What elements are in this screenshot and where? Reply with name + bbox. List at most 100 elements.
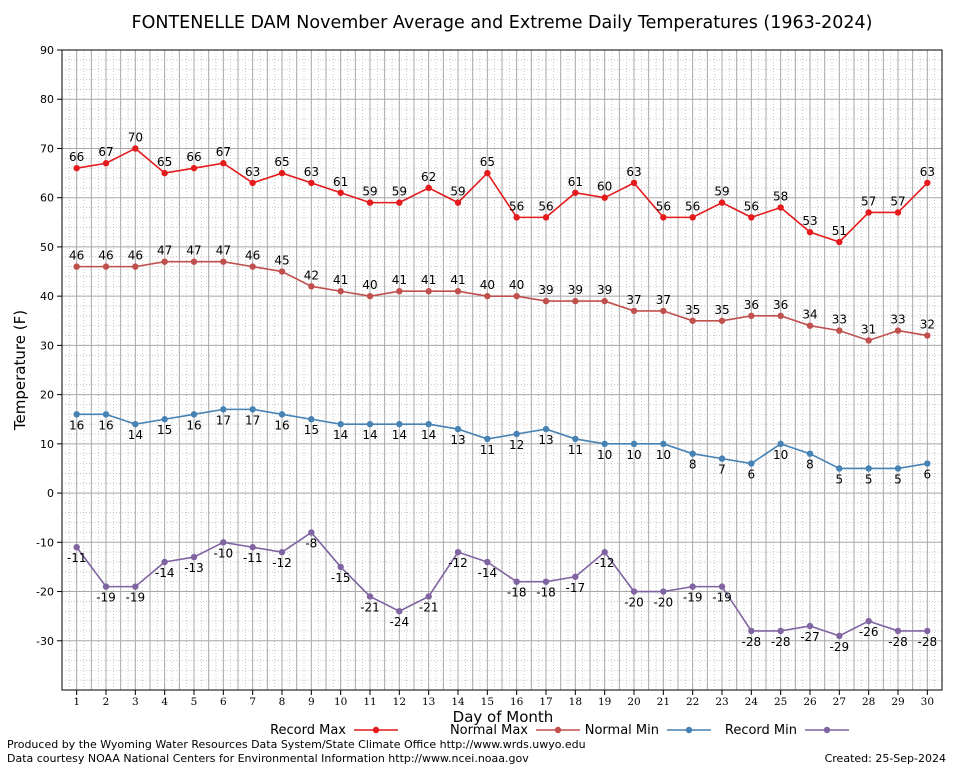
data-label-normal-min: 14	[362, 428, 377, 442]
data-label-normal-max: 35	[685, 303, 700, 317]
legend-item-normal-max: Normal Max	[450, 723, 580, 738]
data-label-record-min: -17	[566, 581, 586, 595]
data-point-normal-min	[190, 411, 198, 418]
data-point-normal-min	[660, 440, 667, 448]
data-label-normal-max: 41	[392, 273, 407, 287]
data-label-record-min: -26	[859, 625, 879, 639]
data-label-record-min: -24	[390, 615, 410, 629]
data-point-record-max	[572, 189, 579, 196]
data-point-record-max	[484, 169, 491, 177]
data-label-normal-max: 40	[362, 278, 377, 292]
x-tick-label: 26	[803, 696, 817, 708]
legend-label: Normal Max	[450, 723, 528, 738]
data-point-normal-min	[161, 416, 168, 423]
legend-item-normal-min: Normal Min	[585, 723, 711, 738]
data-label-record-min: -14	[155, 566, 175, 580]
data-point-normal-max	[836, 327, 843, 334]
data-point-normal-max	[777, 312, 784, 320]
legend-swatch-marker	[823, 726, 831, 734]
data-label-record-min: -13	[184, 561, 204, 575]
data-point-record-max	[542, 214, 550, 221]
data-point-record-max	[366, 199, 374, 206]
data-label-normal-min: 10	[656, 448, 671, 462]
data-point-record-min	[161, 558, 168, 566]
data-point-record-min	[366, 593, 374, 600]
data-label-record-max: 65	[157, 155, 172, 169]
data-label-record-min: -27	[800, 630, 820, 644]
x-tick-label: 10	[334, 696, 347, 708]
series-normal-min: 16 16 14 15 16 17 17 16 15 14 14 14 14 13 11 12 13 11 10 10…	[69, 406, 931, 486]
data-label-record-max: 63	[304, 165, 319, 179]
data-label-normal-min: 10	[773, 448, 788, 462]
data-label-normal-min: 5	[865, 472, 873, 486]
data-point-record-min	[542, 578, 550, 585]
x-tick-label: 16	[510, 696, 524, 708]
data-point-record-min	[660, 588, 667, 595]
data-label-normal-max: 31	[861, 322, 876, 336]
data-point-normal-max	[102, 263, 110, 270]
data-point-record-max	[161, 169, 168, 177]
y-tick-label: 70	[40, 142, 54, 155]
data-label-record-max: 53	[802, 214, 817, 228]
data-label-record-max: 67	[98, 145, 113, 159]
data-label-record-min: -15	[331, 571, 351, 585]
data-label-normal-max: 41	[450, 273, 465, 287]
y-tick-label: 30	[40, 339, 54, 352]
data-point-normal-min	[777, 440, 784, 448]
data-point-normal-max	[924, 332, 931, 339]
data-point-normal-max	[601, 297, 608, 305]
data-point-normal-min	[102, 411, 110, 418]
footer-data-source: Data courtesy NOAA National Centers for …	[7, 752, 529, 765]
data-label-normal-min: 7	[718, 463, 726, 477]
grid	[61, 49, 943, 691]
data-point-normal-min	[220, 406, 227, 413]
data-label-normal-max: 40	[480, 278, 495, 292]
data-point-record-min	[337, 563, 344, 571]
data-label-normal-min: 8	[806, 458, 814, 472]
data-label-record-max: 51	[832, 224, 847, 238]
data-point-record-min	[748, 627, 755, 635]
data-label-normal-max: 39	[568, 283, 583, 297]
data-label-record-max: 59	[392, 185, 407, 199]
data-label-normal-min: 11	[480, 443, 495, 457]
data-label-record-max: 56	[509, 199, 524, 213]
x-tick-label: 19	[598, 696, 611, 708]
data-point-record-max	[102, 160, 110, 167]
data-label-normal-max: 46	[98, 249, 113, 263]
series-line-record-max	[76, 147, 928, 243]
footer-created-date: Created: 25-Sep-2024	[824, 752, 946, 765]
data-label-record-min: -19	[96, 591, 116, 605]
data-point-record-min	[249, 544, 256, 551]
data-point-normal-min	[806, 450, 814, 457]
data-label-normal-min: 6	[924, 468, 932, 482]
data-point-record-max	[924, 179, 931, 187]
data-point-record-min	[308, 529, 315, 536]
data-point-record-max	[220, 160, 227, 167]
data-label-record-min: -29	[830, 640, 850, 654]
data-point-normal-min	[572, 435, 579, 443]
data-point-record-min	[132, 583, 139, 590]
series-line-normal-min	[76, 408, 928, 470]
data-label-record-min: -18	[507, 586, 527, 600]
series-record-max: 66 67 70 65 66 67 63 65 63 61 59 59 62 59 65 56 56 61 60 63…	[69, 130, 935, 246]
data-point-record-max	[689, 214, 696, 221]
data-label-normal-min: 17	[216, 413, 231, 427]
data-label-record-max: 65	[274, 155, 289, 169]
data-label-record-min: -19	[126, 591, 146, 605]
data-point-record-min	[454, 548, 462, 556]
data-point-record-max	[73, 164, 80, 172]
data-label-normal-min: 5	[894, 472, 902, 486]
data-point-normal-max	[718, 317, 726, 324]
data-point-normal-max	[630, 307, 638, 315]
data-point-normal-min	[132, 420, 139, 428]
data-point-record-max	[190, 164, 198, 172]
data-point-record-min	[806, 622, 814, 630]
y-tick-label: 0	[47, 487, 54, 500]
y-tick-label: -20	[36, 586, 54, 599]
chart-title: FONTENELLE DAM November Average and Extr…	[132, 13, 873, 33]
data-label-record-max: 56	[538, 199, 553, 213]
data-label-normal-min: 16	[186, 418, 201, 432]
data-point-normal-min	[718, 455, 726, 462]
data-point-record-max	[894, 209, 902, 216]
